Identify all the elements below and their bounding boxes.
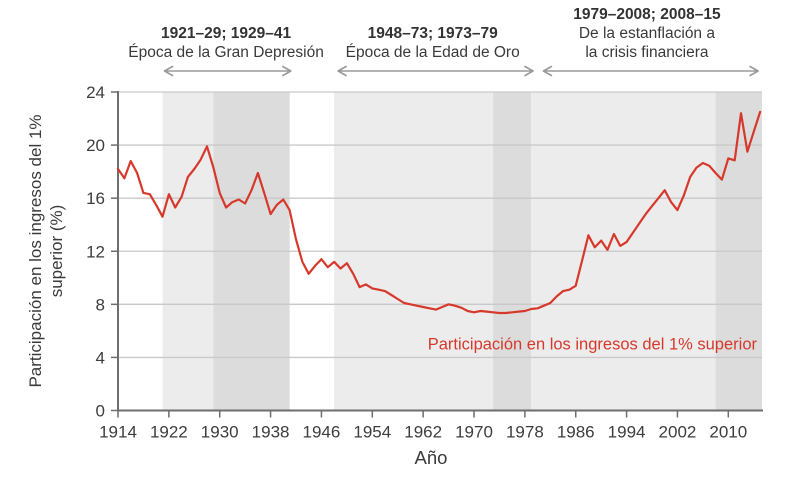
era-range-arrow xyxy=(163,65,292,77)
x-tick-label: 1986 xyxy=(557,423,595,442)
era-name-label-2: la crisis financiera xyxy=(585,44,709,61)
era-annotation-stagflation-crisis: 1979–2008; 2008–15 De la estanflación a … xyxy=(573,5,720,62)
x-tick-label: 1978 xyxy=(506,423,544,442)
x-tick-label: 1914 xyxy=(99,423,137,442)
x-tick-label: 2002 xyxy=(659,423,697,442)
y-tick-label: 8 xyxy=(96,295,105,314)
era-years-label: 1948–73; 1973–79 xyxy=(367,25,498,42)
x-tick-label: 1946 xyxy=(303,423,341,442)
era-years-label: 1979–2008; 2008–15 xyxy=(573,6,721,23)
era-name-label: Época de la Gran Depresión xyxy=(128,44,324,61)
y-tick-label: 16 xyxy=(86,189,105,208)
y-axis-title: Participación en los ingresos del 1% sup… xyxy=(25,114,67,387)
y-tick-label: 0 xyxy=(96,402,105,421)
x-tick-label: 1922 xyxy=(150,423,188,442)
era-range-arrow xyxy=(542,65,759,77)
series-line xyxy=(116,110,762,315)
era-annotation-great-depression: 1921–29; 1929–41 Época de la Gran Depres… xyxy=(128,24,324,62)
series-inline-legend: Participación en los ingresos del 1% sup… xyxy=(427,335,757,354)
era-range-arrow xyxy=(337,65,534,77)
x-tick-label: 1970 xyxy=(455,423,493,442)
x-axis-title: Año xyxy=(414,447,448,468)
x-tick-label: 1954 xyxy=(353,423,391,442)
x-tick-label: 2010 xyxy=(709,423,747,442)
era-years-label: 1921–29; 1929–41 xyxy=(160,25,292,42)
y-tick-label: 4 xyxy=(96,348,105,367)
y-axis-title-line1: Participación en los ingresos del 1% xyxy=(26,114,45,388)
y-tick-label: 24 xyxy=(86,83,105,102)
x-tick-label: 1930 xyxy=(201,423,239,442)
y-axis-title-line2: superior (%) xyxy=(47,204,66,298)
y-tick-label: 20 xyxy=(86,136,105,155)
x-tick-label: 1938 xyxy=(252,423,290,442)
era-annotation-golden-age: 1948–73; 1973–79 Época de la Edad de Oro xyxy=(346,24,520,62)
era-name-label: Época de la Edad de Oro xyxy=(345,44,520,61)
x-tick-label: 1962 xyxy=(404,423,442,442)
x-tick-label: 1994 xyxy=(608,423,646,442)
era-name-label: De la estanflación a xyxy=(578,25,715,42)
y-tick-label: 12 xyxy=(86,242,105,261)
